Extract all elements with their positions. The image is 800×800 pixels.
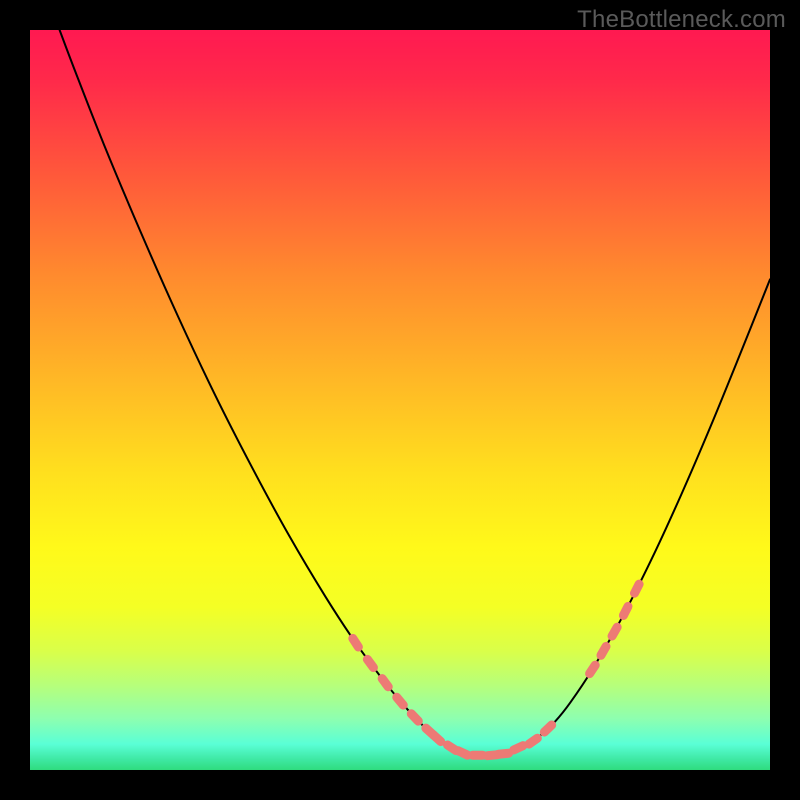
chart-frame: TheBottleneck.com xyxy=(0,0,800,800)
chart-svg xyxy=(30,30,770,770)
plot-area xyxy=(30,30,770,770)
chart-background xyxy=(30,30,770,770)
